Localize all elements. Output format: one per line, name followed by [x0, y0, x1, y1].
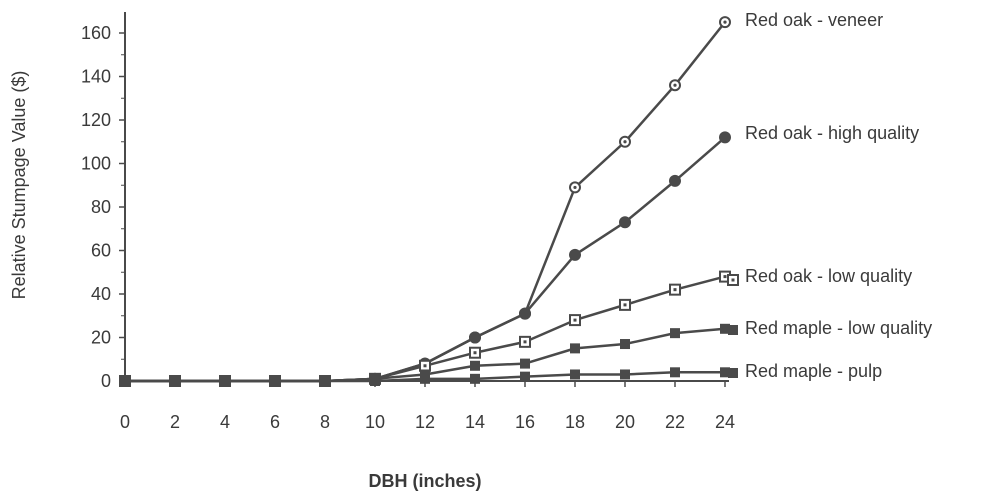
y-tick-label-40: 40 [91, 284, 111, 304]
series-label-4: Red maple - low quality [745, 318, 932, 338]
data-point-s5-x6 [270, 376, 280, 386]
data-point-s4-x24 [720, 323, 730, 334]
x-tick-label-10: 10 [365, 412, 385, 432]
data-point-s5-x22 [670, 367, 680, 378]
data-point-s2-x16 [519, 307, 531, 320]
series-line-1 [125, 21, 726, 383]
data-point-s3-x18-dot [573, 318, 577, 322]
y-tick-label-0: 0 [101, 371, 111, 391]
x-tick-label-4: 4 [220, 412, 230, 432]
y-tick-label-140: 140 [81, 67, 111, 87]
data-point-s4-x18 [570, 343, 580, 354]
x-tick-label-16: 16 [515, 412, 535, 432]
x-tick-label-20: 20 [615, 412, 635, 432]
data-point-s5-x24 [720, 367, 730, 378]
x-tick-label-0: 0 [120, 412, 130, 432]
x-tick-label-8: 8 [320, 412, 330, 432]
data-point-s2-x22 [669, 174, 681, 187]
data-point-s5-x8 [320, 376, 330, 386]
data-point-s4-x22 [670, 328, 680, 339]
data-point-s4-x20 [620, 339, 630, 350]
data-point-s4-x14 [470, 360, 480, 371]
data-point-s5-x14 [470, 373, 480, 384]
data-point-s5-x2 [170, 376, 180, 386]
data-point-s2-x18 [569, 248, 581, 261]
data-point-s3-x20-dot [623, 303, 627, 307]
series-label-2: Red oak - high quality [745, 123, 919, 143]
y-tick-label-80: 80 [91, 197, 111, 217]
x-tick-label-6: 6 [270, 412, 280, 432]
series-label-5: Red maple - pulp [745, 361, 882, 381]
data-point-s5-x10 [370, 376, 380, 386]
data-point-s5-x0 [120, 376, 130, 386]
legend-marker-3-dot [731, 278, 735, 282]
data-point-s2-x24 [719, 131, 731, 144]
series-line-2 [125, 136, 726, 383]
data-point-s1-x20-dot [623, 140, 627, 144]
data-point-s5-x12 [420, 373, 430, 384]
data-point-s5-x20 [620, 369, 630, 380]
data-point-s3-x22-dot [673, 288, 677, 292]
x-tick-label-12: 12 [415, 412, 435, 432]
y-tick-label-20: 20 [91, 328, 111, 348]
y-axis-title: Relative Stumpage Value ($) [9, 71, 29, 300]
y-tick-label-120: 120 [81, 110, 111, 130]
legend-marker-4 [728, 325, 738, 335]
x-axis-title: DBH (inches) [368, 471, 481, 491]
x-tick-label-18: 18 [565, 412, 585, 432]
data-point-s1-x24-dot [723, 20, 727, 24]
data-point-s1-x18-dot [573, 185, 577, 190]
data-point-s1-x22-dot [673, 83, 677, 87]
data-point-s3-x24-dot [723, 275, 727, 279]
data-point-s3-x12-dot [423, 364, 427, 368]
data-point-s2-x14 [469, 331, 481, 344]
data-point-s3-x16-dot [523, 340, 527, 344]
data-point-s5-x16 [520, 371, 530, 382]
data-point-s4-x16 [520, 358, 530, 369]
legend-marker-5 [728, 368, 738, 378]
x-tick-label-22: 22 [665, 412, 685, 432]
y-tick-label-160: 160 [81, 23, 111, 43]
y-tick-label-60: 60 [91, 241, 111, 261]
data-point-s5-x4 [220, 376, 230, 386]
data-point-s5-x18 [570, 369, 580, 380]
series-label-3: Red oak - low quality [745, 266, 912, 286]
y-tick-label-100: 100 [81, 154, 111, 174]
x-tick-label-2: 2 [170, 412, 180, 432]
x-tick-label-14: 14 [465, 412, 485, 432]
series-label-1: Red oak - veneer [745, 10, 883, 30]
data-point-s2-x20 [619, 216, 631, 229]
x-tick-label-24: 24 [715, 412, 735, 432]
data-point-s3-x14-dot [473, 351, 477, 355]
